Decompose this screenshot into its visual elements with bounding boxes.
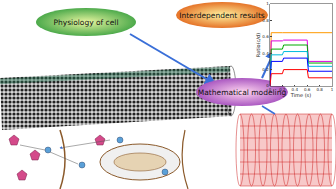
- svg-text:Physiology of cell: Physiology of cell: [53, 18, 118, 27]
- svg-text:Interdependent results: Interdependent results: [179, 11, 265, 20]
- svg-text:Time (s): Time (s): [290, 92, 311, 98]
- svg-text:1: 1: [331, 87, 334, 92]
- svg-text:0.6: 0.6: [262, 34, 269, 39]
- svg-text:Ratio(c/d): Ratio(c/d): [255, 33, 261, 57]
- svg-text:1: 1: [266, 1, 269, 6]
- svg-text:0.6: 0.6: [304, 87, 311, 92]
- svg-text:Mathematical modeling: Mathematical modeling: [198, 88, 287, 97]
- svg-text:0: 0: [269, 87, 272, 92]
- svg-text:0: 0: [266, 83, 269, 88]
- svg-text:0.4: 0.4: [262, 51, 269, 56]
- svg-text:0.8: 0.8: [262, 18, 269, 23]
- svg-text:0.8: 0.8: [316, 87, 323, 92]
- svg-text:0.4: 0.4: [292, 87, 299, 92]
- svg-text:0.2: 0.2: [262, 67, 269, 72]
- svg-text:0.2: 0.2: [279, 87, 286, 92]
